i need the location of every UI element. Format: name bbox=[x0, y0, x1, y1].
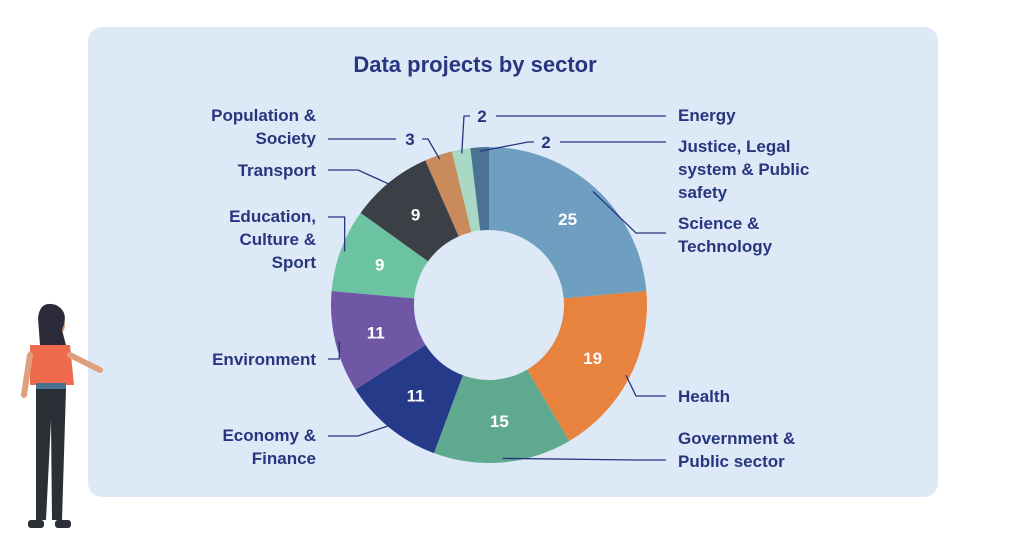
value-label: 9 bbox=[411, 206, 420, 225]
leader-line bbox=[502, 457, 666, 461]
value-label: 11 bbox=[407, 386, 425, 405]
value-label: 11 bbox=[367, 323, 385, 342]
category-label: Transport bbox=[237, 161, 316, 180]
donut-slice bbox=[527, 290, 647, 442]
category-label: Justice, Legal system & Public safety bbox=[678, 137, 810, 202]
person bbox=[21, 303, 103, 528]
value-label: 2 bbox=[541, 133, 550, 152]
category-label: Economy & Finance bbox=[222, 426, 316, 468]
leader-line bbox=[328, 169, 393, 187]
value-label: 2 bbox=[477, 107, 486, 126]
donut-slice bbox=[433, 369, 570, 463]
value-label: 9 bbox=[375, 255, 384, 274]
donut-slice bbox=[470, 147, 489, 231]
leader-line bbox=[592, 190, 666, 234]
donut-slice bbox=[355, 345, 463, 454]
category-label: Population & Society bbox=[211, 106, 316, 148]
category-label: Science & Technology bbox=[678, 214, 773, 256]
category-label: Health bbox=[678, 387, 730, 406]
donut-slice bbox=[331, 212, 429, 299]
value-label: 25 bbox=[558, 210, 577, 229]
leader-line bbox=[625, 375, 666, 397]
donut-slice bbox=[425, 151, 472, 237]
leader-line bbox=[328, 216, 346, 252]
leader-line bbox=[328, 423, 393, 437]
value-label: 3 bbox=[405, 130, 414, 149]
donut-slice bbox=[360, 160, 459, 262]
leader-line bbox=[422, 138, 441, 160]
category-label: Government & Public sector bbox=[678, 429, 796, 471]
leader-line bbox=[479, 141, 534, 152]
chart-title: Data projects by sector bbox=[353, 52, 597, 77]
donut-slice bbox=[489, 147, 647, 299]
value-label: 15 bbox=[490, 412, 509, 431]
category-label: Environment bbox=[212, 350, 316, 369]
donut-slice bbox=[331, 290, 426, 390]
category-label: Energy bbox=[678, 106, 736, 125]
donut-slice bbox=[451, 148, 481, 233]
leader-line bbox=[328, 341, 340, 360]
category-label: Education, Culture & Sport bbox=[229, 207, 316, 272]
leader-line bbox=[461, 115, 470, 154]
value-label: 19 bbox=[583, 349, 602, 368]
